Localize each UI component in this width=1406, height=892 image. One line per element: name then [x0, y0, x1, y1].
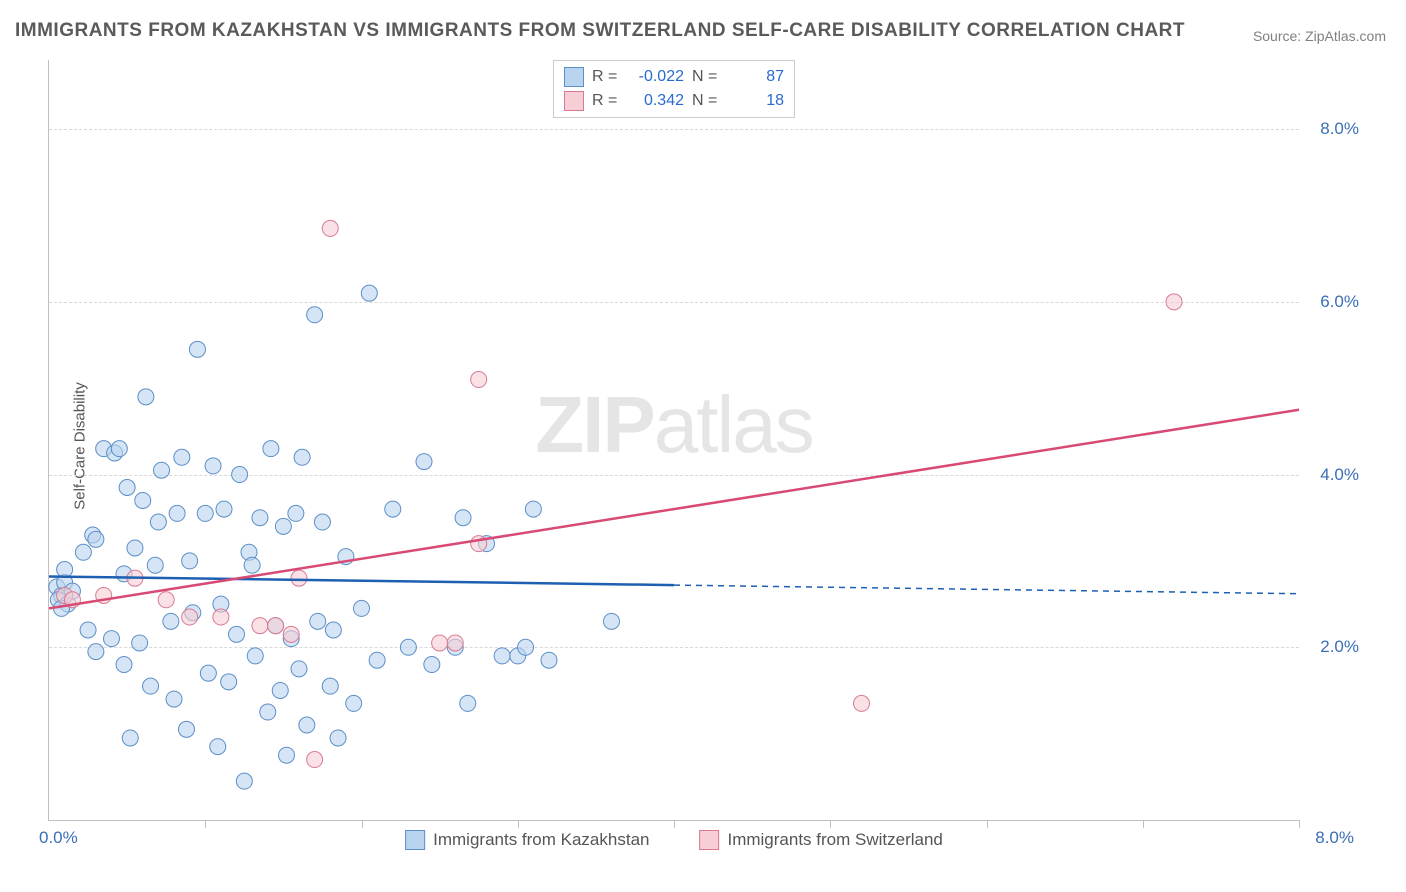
x-tick — [362, 820, 363, 828]
r-label: R = — [592, 68, 618, 86]
x-tick — [205, 820, 206, 828]
y-tick-label: 6.0% — [1320, 292, 1359, 312]
x-tick — [518, 820, 519, 828]
n-value-kazakhstan: 87 — [726, 68, 784, 86]
legend: Immigrants from Kazakhstan Immigrants fr… — [405, 830, 943, 850]
x-axis-max-label: 8.0% — [1315, 828, 1354, 848]
swatch-kazakhstan-legend — [405, 830, 425, 850]
legend-label-switzerland: Immigrants from Switzerland — [727, 830, 942, 850]
r-value-switzerland: 0.342 — [626, 92, 684, 110]
plot-area: ZIPatlas R = -0.022 N = 87 R = 0.342 N =… — [48, 60, 1299, 821]
x-tick — [987, 820, 988, 828]
x-tick — [1143, 820, 1144, 828]
stats-row-switzerland: R = 0.342 N = 18 — [564, 89, 784, 113]
x-tick — [830, 820, 831, 828]
x-axis-min-label: 0.0% — [39, 828, 78, 848]
y-tick-label: 4.0% — [1320, 465, 1359, 485]
chart-title: IMMIGRANTS FROM KAZAKHSTAN VS IMMIGRANTS… — [15, 20, 1185, 42]
stats-row-kazakhstan: R = -0.022 N = 87 — [564, 65, 784, 89]
correlation-chart: IMMIGRANTS FROM KAZAKHSTAN VS IMMIGRANTS… — [0, 0, 1406, 892]
n-value-switzerland: 18 — [726, 92, 784, 110]
y-tick-label: 8.0% — [1320, 119, 1359, 139]
legend-label-kazakhstan: Immigrants from Kazakhstan — [433, 830, 649, 850]
n-label: N = — [692, 92, 718, 110]
stats-box: R = -0.022 N = 87 R = 0.342 N = 18 — [553, 60, 795, 118]
x-tick — [1299, 820, 1300, 828]
r-label: R = — [592, 92, 618, 110]
r-value-kazakhstan: -0.022 — [626, 68, 684, 86]
n-label: N = — [692, 68, 718, 86]
swatch-kazakhstan — [564, 67, 584, 87]
swatch-switzerland — [564, 91, 584, 111]
swatch-switzerland-legend — [699, 830, 719, 850]
legend-item-switzerland: Immigrants from Switzerland — [699, 830, 942, 850]
y-tick-label: 2.0% — [1320, 637, 1359, 657]
scatter-svg — [49, 60, 1299, 820]
source-label: Source: ZipAtlas.com — [1253, 28, 1386, 44]
legend-item-kazakhstan: Immigrants from Kazakhstan — [405, 830, 649, 850]
x-tick — [674, 820, 675, 828]
